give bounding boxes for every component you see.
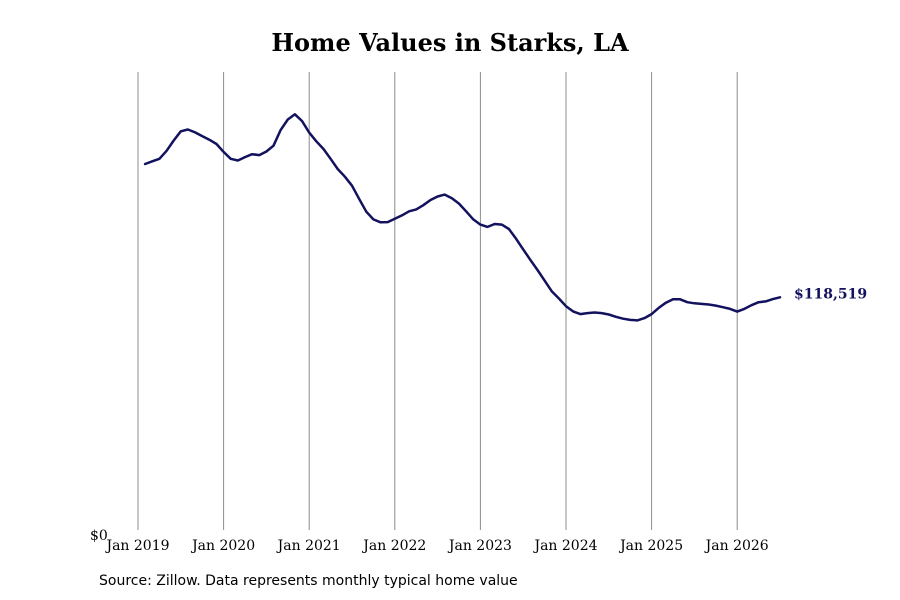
data-labels: $118,519 [794, 286, 867, 302]
series-lines [143, 113, 782, 322]
x-tick-label: Jan 2019 [104, 538, 169, 554]
x-tick-label: Jan 2022 [361, 538, 426, 554]
x-tick-label: Jan 2020 [190, 538, 255, 554]
x-tick-label: Jan 2026 [704, 538, 769, 554]
series-line-home-value [143, 113, 782, 322]
x-tick-label: Jan 2021 [276, 538, 341, 554]
x-tick-label: Jan 2025 [618, 538, 683, 554]
source-note: Source: Zillow. Data represents monthly … [99, 573, 518, 589]
x-tick-label: Jan 2024 [532, 538, 597, 554]
gridlines [137, 72, 738, 530]
axis-tick-labels: Jan 2019 Jan 2020 Jan 2021 Jan 2022 Jan 2023… [90, 528, 769, 554]
end-value-label: $118,519 [794, 286, 867, 302]
chart-title: Home Values in Starks, LA [271, 28, 629, 57]
x-tick-label: Jan 2023 [447, 538, 512, 554]
y-tick-label: $0 [90, 528, 108, 544]
